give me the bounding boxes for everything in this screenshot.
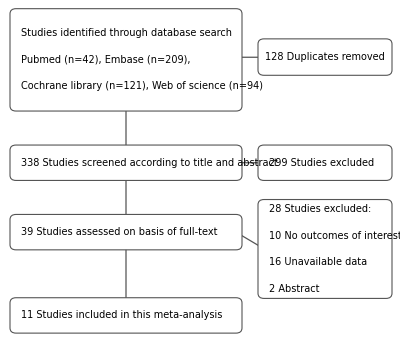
Text: 11 Studies included in this meta-analysis: 11 Studies included in this meta-analysi… [21,311,222,320]
FancyBboxPatch shape [10,214,242,250]
FancyBboxPatch shape [10,298,242,333]
FancyBboxPatch shape [258,39,392,75]
Text: 28 Studies excluded:

10 No outcomes of interest

16 Unavailable data

2 Abstrac: 28 Studies excluded: 10 No outcomes of i… [269,204,400,294]
FancyBboxPatch shape [10,9,242,111]
FancyBboxPatch shape [258,200,392,298]
FancyBboxPatch shape [10,145,242,180]
Text: 299 Studies excluded: 299 Studies excluded [269,158,374,168]
Text: Studies identified through database search

Pubmed (n=42), Embase (n=209),

Coch: Studies identified through database sear… [21,28,263,91]
Text: 128 Duplicates removed: 128 Duplicates removed [265,52,385,62]
FancyBboxPatch shape [258,145,392,180]
Text: 39 Studies assessed on basis of full-text: 39 Studies assessed on basis of full-tex… [21,227,217,237]
Text: 338 Studies screened according to title and abstract: 338 Studies screened according to title … [21,158,278,168]
